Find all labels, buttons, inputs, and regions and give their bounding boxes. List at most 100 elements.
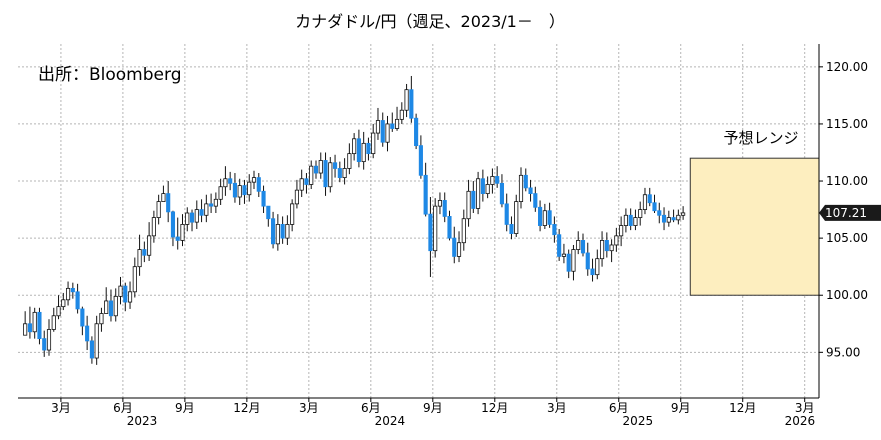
candle-body: [523, 174, 528, 189]
candle-body: [175, 236, 180, 241]
candle-body: [657, 210, 662, 216]
candle: [251, 170, 257, 190]
candle-body: [661, 214, 667, 223]
candle-body: [89, 340, 94, 359]
candle: [518, 167, 524, 209]
candle: [213, 192, 218, 214]
candle-body: [51, 315, 56, 330]
candle: [127, 281, 133, 309]
x-tick-label: 3月: [51, 401, 71, 415]
candle-body: [347, 153, 352, 169]
y-tick-label: 115.00: [826, 117, 868, 131]
candle-body: [452, 237, 457, 257]
candle: [75, 283, 80, 314]
x-tick-label: 3月: [547, 401, 567, 415]
candle: [228, 171, 233, 191]
candle-body: [261, 190, 266, 207]
candle: [442, 192, 447, 223]
candle: [285, 215, 290, 245]
candle-body: [599, 240, 605, 260]
candle-body: [194, 209, 199, 223]
candle: [142, 241, 147, 263]
candle: [337, 161, 342, 183]
candle: [414, 113, 419, 150]
candle: [485, 176, 490, 199]
chart-title: カナダドル/円（週足、2023/1－ ）: [295, 12, 565, 31]
candle-body: [209, 203, 214, 207]
x-year-label: 2024: [375, 414, 406, 428]
candle: [46, 319, 52, 356]
candle: [433, 198, 438, 258]
candle: [514, 194, 519, 237]
candle: [428, 197, 433, 277]
y-axis-ticks: 95.00 100.00 105.00 110.00 115.00 120.00: [819, 60, 868, 359]
candle: [94, 315, 99, 365]
y-tick-label: 95.00: [826, 345, 860, 359]
candle-body: [204, 203, 209, 216]
candle: [380, 112, 385, 147]
candle-body: [504, 203, 509, 225]
candle: [242, 179, 247, 204]
candle-body: [552, 224, 557, 236]
candle: [347, 143, 352, 175]
candle-body: [32, 311, 37, 333]
candle-body: [27, 323, 32, 333]
candle: [42, 330, 47, 357]
candle: [547, 202, 552, 228]
candle: [51, 307, 56, 332]
candle: [480, 169, 485, 202]
candle-body: [580, 240, 586, 254]
candle-body: [156, 201, 161, 218]
candle: [390, 112, 395, 132]
candle: [23, 311, 28, 336]
candle: [557, 228, 562, 261]
candle: [189, 209, 195, 232]
candle: [571, 244, 576, 281]
candle: [423, 162, 428, 217]
candle-body: [666, 217, 671, 223]
candle: [132, 257, 137, 298]
forecast-range-layer: [689, 157, 820, 296]
candle: [294, 179, 299, 209]
candle: [366, 137, 371, 161]
candle: [170, 210, 176, 247]
candle-body: [228, 178, 233, 184]
candle-body: [285, 224, 290, 239]
candle: [638, 201, 643, 226]
candle: [580, 233, 586, 257]
candle-body: [118, 285, 123, 297]
candle-body: [232, 182, 238, 198]
candle-body: [614, 235, 619, 246]
candle-body: [418, 145, 423, 176]
candle: [671, 209, 676, 223]
candle-body: [242, 185, 247, 196]
candle-body: [332, 162, 338, 169]
candle-body: [538, 206, 543, 226]
candle-body: [108, 300, 114, 317]
candles: [23, 75, 686, 365]
candle-body: [557, 234, 562, 257]
source-annotation: 出所：Bloomberg: [38, 65, 181, 85]
candle-body: [247, 181, 252, 196]
candle: [318, 152, 323, 179]
candle: [538, 200, 543, 232]
candle-body: [642, 194, 648, 210]
candle-body: [104, 300, 109, 314]
candle: [209, 193, 214, 214]
candle: [323, 152, 328, 196]
candle-body: [394, 118, 400, 129]
candle: [471, 181, 476, 214]
candle-body: [409, 89, 414, 119]
candle-body: [442, 200, 447, 217]
candle-body: [132, 266, 137, 293]
candle: [266, 205, 271, 227]
candle-body: [495, 176, 500, 184]
candle-body: [480, 178, 485, 194]
candle-body: [428, 213, 433, 252]
candle-body: [371, 132, 376, 155]
candle: [490, 168, 495, 194]
candle: [328, 157, 333, 193]
candle: [118, 276, 123, 305]
candle: [275, 214, 280, 251]
